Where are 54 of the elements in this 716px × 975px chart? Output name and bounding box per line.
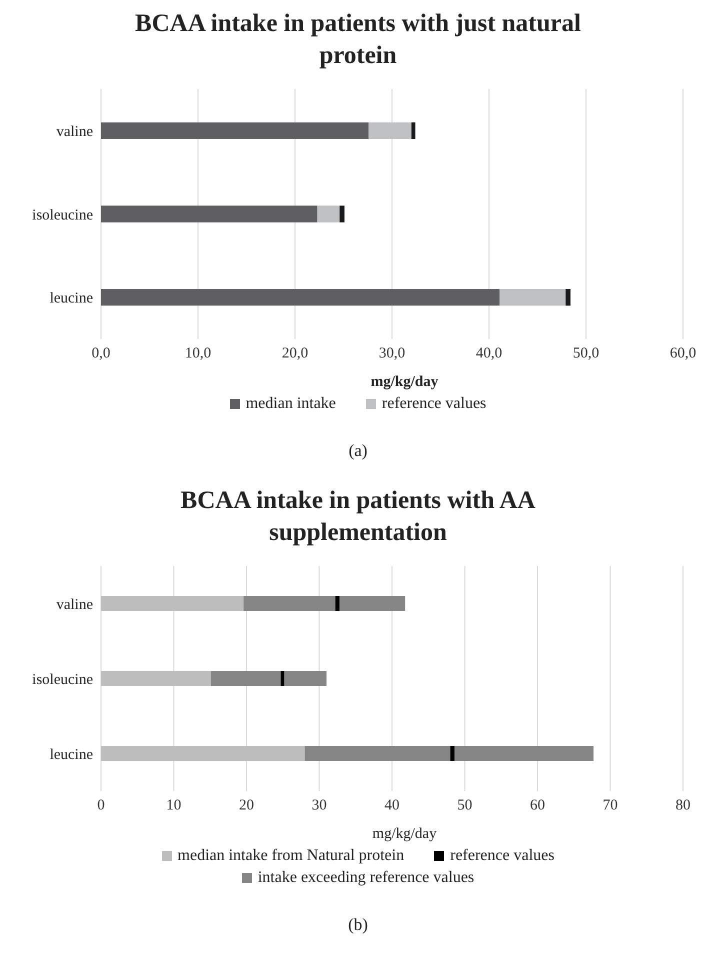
x-tick-label: 10,0 (184, 346, 212, 362)
bar (284, 671, 327, 686)
x-tick-label: 40,0 (476, 346, 502, 362)
x-tick-label: 80 (676, 798, 690, 814)
y-tick-label: leucine (50, 290, 94, 307)
y-tick-label: leucine (50, 746, 94, 763)
legend-label: intake exceeding reference values (256, 869, 474, 887)
bar (101, 206, 318, 222)
legend-label: median intake (244, 395, 336, 413)
bar (101, 596, 244, 611)
bar (368, 122, 412, 139)
bar (411, 122, 416, 139)
x-axis-title: mg/kg/day (370, 374, 440, 391)
bar (500, 289, 566, 306)
x-tick-label: 0 (97, 798, 105, 814)
bar (101, 746, 305, 761)
y-tick-label: valine (56, 124, 94, 140)
x-tick-label: 10 (166, 798, 182, 814)
bar (101, 671, 211, 686)
bar (340, 596, 406, 611)
x-tick-label: 40 (384, 798, 400, 814)
x-tick-label: 50 (457, 798, 472, 814)
y-tick-label: valine (56, 596, 94, 613)
text: (b) (347, 915, 369, 935)
chart-title: BCAA intake in patients with just natural protein (134, 9, 582, 71)
bar (280, 671, 284, 686)
legend-label: reference values (449, 847, 554, 865)
legend-label: reference values (380, 395, 486, 413)
bar (566, 289, 570, 306)
x-tick-label: 20,0 (282, 346, 308, 362)
legend-label: median intake from Natural protein (176, 847, 404, 865)
bar (340, 206, 344, 222)
text: (a) (348, 441, 368, 461)
bar (244, 596, 336, 611)
bar (210, 671, 281, 686)
x-tick-label: 30,0 (378, 346, 406, 362)
bar (450, 746, 455, 761)
x-axis-title: mg/kg/day (371, 826, 438, 843)
x-tick-label: 0,0 (92, 346, 110, 362)
bar (335, 596, 340, 611)
x-tick-label: 70 (602, 798, 618, 814)
y-tick-label: isoleucine (32, 672, 94, 688)
bar (454, 746, 594, 761)
x-tick-label: 60,0 (670, 346, 696, 362)
bar (317, 206, 340, 222)
bar (101, 289, 500, 306)
x-tick-label: 50,0 (572, 346, 600, 362)
x-tick-label: 20 (239, 798, 254, 814)
bar (101, 122, 369, 139)
chart-title: BCAA intake in patients with AA supplementation (180, 486, 536, 548)
bar (304, 746, 450, 761)
x-tick-label: 30 (312, 798, 327, 814)
x-tick-label: 60 (530, 798, 545, 814)
y-tick-label: isoleucine (32, 207, 94, 224)
